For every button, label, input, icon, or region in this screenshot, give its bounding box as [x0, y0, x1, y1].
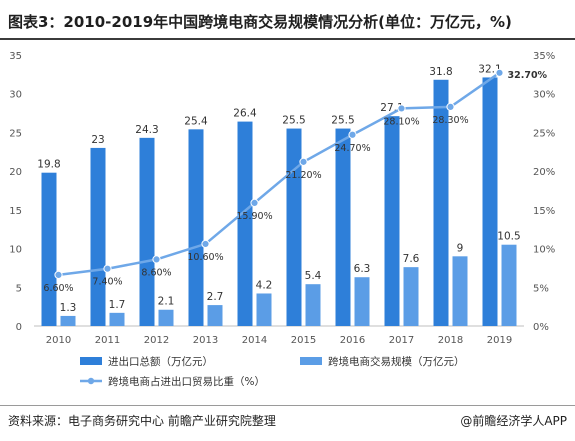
chart: 0 5 10 15 20 25 30 35 0% 5% 10% 15% 20% 25% 30% 35% 2010…: [9, 51, 555, 388]
data-label-total-trade: 23: [91, 134, 104, 146]
data-label-total-trade: 25.5: [331, 115, 354, 127]
data-label-cross-border: 5.4: [305, 270, 322, 282]
bar-total-trade: [286, 128, 302, 326]
y-tick-label: 5: [16, 283, 22, 294]
data-label-cross-border: 2.7: [207, 291, 224, 303]
point-share: [54, 270, 63, 279]
x-tick-label: 2010: [46, 335, 71, 346]
data-label-total-trade: 25.4: [184, 115, 208, 127]
bar-total-trade: [237, 121, 253, 327]
x-tick-label: 2016: [340, 335, 365, 346]
bar-cross-border: [305, 284, 321, 326]
data-label-total-trade: 26.4: [233, 108, 257, 120]
data-label-share: 15.90%: [236, 211, 272, 222]
legend-label-total-trade: 进出口总额（万亿元）: [108, 355, 213, 368]
point-share: [201, 239, 210, 249]
bar-cross-border: [403, 267, 419, 326]
point-share: [446, 102, 455, 111]
bar-total-trade: [90, 147, 106, 326]
point-share: [495, 68, 504, 77]
bar-cross-border: [452, 256, 468, 326]
bar-total-trade: [433, 79, 449, 326]
data-label-cross-border: 2.1: [158, 296, 175, 308]
y2-tick-label: 0%: [533, 322, 549, 333]
data-label-share: 6.60%: [43, 283, 73, 294]
legend-label-share: 跨境电商占进出口贸易比重（%）: [108, 375, 265, 388]
point-share: [250, 198, 259, 207]
data-label-share: 24.70%: [334, 143, 370, 154]
bar-total-trade: [384, 116, 400, 326]
bar-cross-border: [207, 305, 223, 326]
bar-cross-border: [256, 293, 272, 326]
y-tick-label: 35: [9, 51, 22, 62]
y2-tick-label: 10%: [533, 245, 555, 256]
x-tick-label: 2014: [242, 335, 267, 346]
x-tick-label: 2012: [144, 335, 169, 346]
chart-title: 图表3：2010-2019年中国跨境电商交易规模情况分析(单位：万亿元，%): [8, 13, 512, 31]
y-tick-label: 0: [16, 322, 22, 333]
data-label-total-trade: 24.3: [135, 124, 158, 136]
data-label-cross-border: 7.6: [403, 253, 420, 265]
legend-marker-share: [87, 377, 95, 385]
data-label-total-trade: 31.8: [429, 66, 452, 78]
point-share: [299, 157, 308, 166]
point-share: [152, 255, 161, 264]
source-note: 资料来源：电子商务研究中心 前瞻产业研究院整理: [8, 414, 276, 428]
y-tick-label: 30: [9, 90, 22, 101]
data-label-cross-border: 1.3: [60, 302, 77, 314]
y2-tick-label: 15%: [533, 206, 555, 217]
y-tick-label: 25: [9, 128, 22, 139]
y2-tick-label: 30%: [533, 90, 555, 101]
point-share: [348, 130, 357, 139]
footer: 资料来源：电子商务研究中心 前瞻产业研究院整理 @前瞻经济学人APP: [8, 411, 567, 431]
data-label-cross-border: 10.5: [497, 231, 520, 243]
x-tick-label: 2013: [193, 335, 218, 346]
title-divider: [0, 38, 575, 40]
point-share: [397, 104, 406, 113]
y-tick-label: 20: [9, 167, 22, 178]
bar-total-trade: [335, 128, 351, 326]
y2-tick-label: 5%: [533, 283, 549, 294]
y-tick-label: 10: [9, 245, 22, 256]
data-label-cross-border: 6.3: [354, 263, 371, 275]
data-label-share: 32.70%: [508, 70, 548, 81]
data-label-cross-border: 1.7: [109, 299, 126, 311]
data-label-cross-border: 9: [457, 242, 464, 254]
data-label-share: 10.60%: [187, 252, 223, 263]
bar-cross-border: [354, 277, 370, 326]
bar-cross-border: [158, 309, 174, 326]
data-label-cross-border: 4.2: [256, 279, 273, 291]
x-tick-label: 2019: [487, 335, 512, 346]
legend-swatch-cross-border: [300, 357, 322, 365]
x-tick-label: 2017: [389, 335, 414, 346]
x-tick-label: 2011: [95, 335, 120, 346]
data-label-share: 28.10%: [383, 116, 419, 127]
data-label-share: 28.30%: [432, 115, 468, 126]
brand-credit: @前瞻经济学人APP: [460, 414, 567, 428]
legend-swatch-total-trade: [80, 357, 102, 365]
data-label-total-trade: 19.8: [37, 159, 60, 171]
y2-tick-label: 20%: [533, 167, 555, 178]
y-tick-label: 15: [9, 206, 22, 217]
bar-cross-border: [501, 244, 517, 326]
bar-cross-border: [109, 312, 125, 326]
legend-label-cross-border: 跨境电商交易规模（万亿元）: [328, 355, 465, 368]
footer-divider: [0, 405, 575, 406]
data-label-share: 7.40%: [92, 277, 122, 288]
y2-tick-label: 25%: [533, 128, 555, 139]
data-label-total-trade: 25.5: [282, 115, 305, 127]
data-label-share: 8.60%: [141, 267, 171, 278]
data-label-share: 21.20%: [285, 170, 321, 181]
x-tick-label: 2018: [438, 335, 463, 346]
point-share: [103, 264, 112, 273]
line-share: [58, 71, 501, 277]
bar-total-trade: [482, 77, 498, 326]
bar-total-trade: [139, 137, 155, 326]
y2-tick-label: 35%: [533, 51, 555, 62]
bar-total-trade: [188, 129, 204, 326]
bar-cross-border: [60, 315, 76, 326]
bar-total-trade: [41, 172, 57, 326]
x-tick-label: 2015: [291, 335, 316, 346]
